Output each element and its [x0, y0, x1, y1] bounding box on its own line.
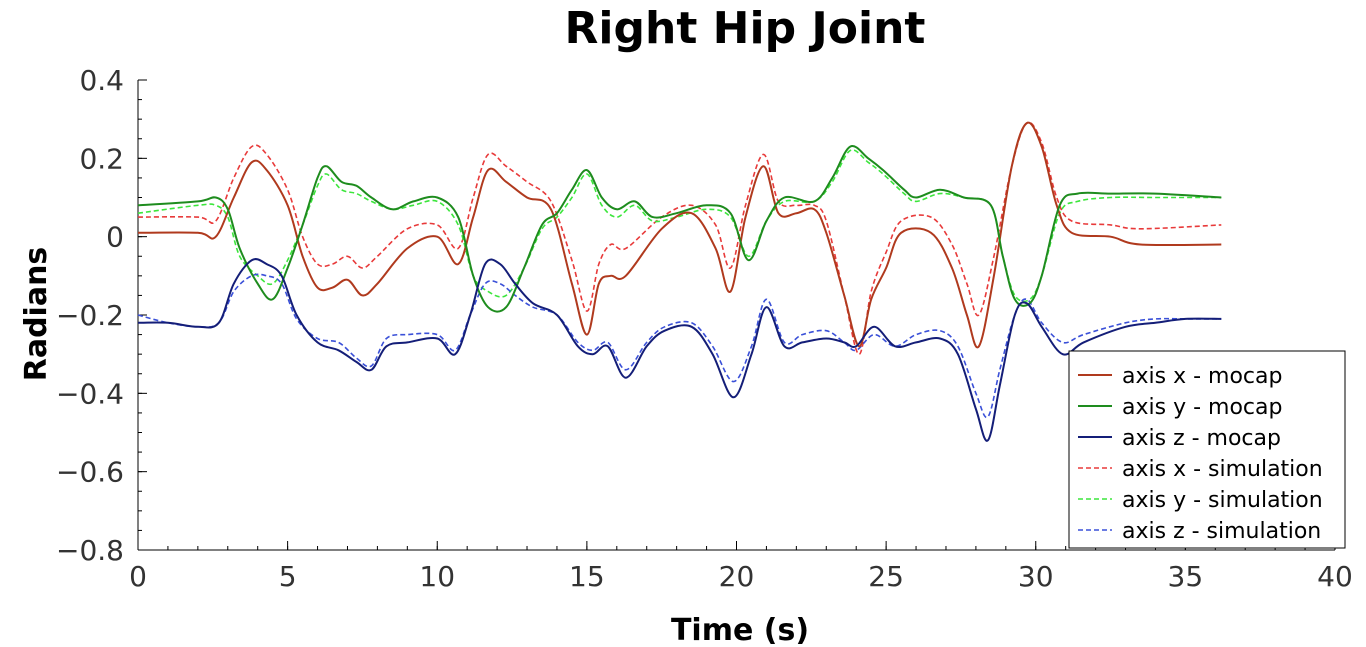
y-tick-label: 0.2: [79, 142, 124, 175]
legend-label: axis y - simulation: [1122, 488, 1323, 513]
legend-label: axis z - mocap: [1122, 426, 1281, 451]
legend-label: axis y - mocap: [1122, 395, 1282, 420]
x-tick-label: 20: [719, 560, 755, 593]
y-tick-label: −0.4: [56, 377, 124, 410]
series-line-axis-z-simulation: [137, 273, 1222, 419]
series-line-axis-y-mocap: [137, 145, 1222, 313]
x-tick-label: 40: [1317, 560, 1353, 593]
x-tick-label: 15: [569, 560, 605, 593]
y-tick-label: 0: [106, 221, 124, 254]
chart-title: Right Hip Joint: [565, 3, 926, 54]
y-tick-label: 0.4: [79, 64, 124, 97]
x-tick-label: 25: [868, 560, 904, 593]
x-tick-label: 5: [279, 560, 297, 593]
legend-label: axis x - simulation: [1122, 457, 1323, 482]
x-tick-label: 35: [1168, 560, 1204, 593]
legend-box: [1068, 350, 1346, 549]
series-line-axis-y-simulation: [137, 149, 1222, 303]
y-axis-label: Radians: [19, 247, 54, 382]
legend: axis x - mocap axis y - mocap axis z - moc…: [1068, 350, 1346, 549]
y-tick-label: −0.2: [56, 299, 124, 332]
series-line-axis-x-mocap: [137, 121, 1222, 349]
legend-label: axis z - simulation: [1122, 519, 1321, 544]
y-tick-label: −0.6: [56, 456, 124, 489]
y-tick-label: −0.8: [56, 534, 124, 567]
series-line-axis-x-simulation: [137, 121, 1222, 356]
plot-area: [137, 121, 1222, 442]
x-axis-label: Time (s): [671, 613, 809, 647]
legend-label: axis x - mocap: [1122, 364, 1282, 389]
x-tick-label: 10: [419, 560, 455, 593]
x-tick-label: 0: [129, 560, 147, 593]
series-line-axis-z-mocap: [137, 258, 1222, 442]
x-tick-label: 30: [1018, 560, 1054, 593]
axes: 0 5 10 15 20 25 30 35 40 −0.8 −0.6 −0.4 −0.2 0 0.2 0.4: [56, 64, 1353, 593]
